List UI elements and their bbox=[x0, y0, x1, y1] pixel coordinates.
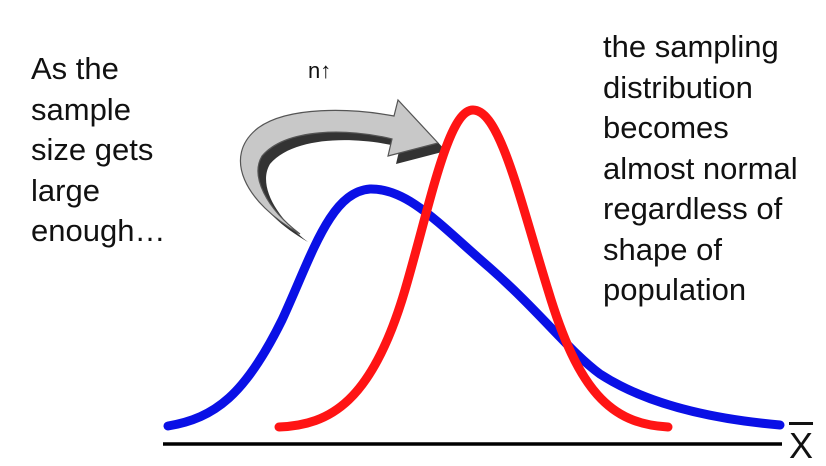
left-caption-line: large bbox=[31, 172, 100, 208]
right-caption-line: population bbox=[603, 272, 747, 307]
right-caption-line: becomes bbox=[603, 110, 729, 145]
x-bar-axis-label: X bbox=[789, 425, 814, 466]
right-caption-line: shape of bbox=[603, 231, 722, 267]
left-caption-line: As the bbox=[31, 51, 119, 86]
right-caption-line: almost normal bbox=[603, 150, 798, 186]
arrow-label: n↑ bbox=[308, 58, 332, 83]
right-caption-line: the sampling bbox=[603, 29, 779, 64]
left-caption-line: sample bbox=[31, 91, 131, 127]
left-caption-line: size gets bbox=[31, 132, 154, 167]
right-caption-line: regardless of bbox=[603, 191, 783, 226]
right-caption-line: distribution bbox=[603, 69, 753, 105]
curved-arrow bbox=[239, 98, 440, 235]
sampling-distribution-curve bbox=[274, 105, 673, 432]
left-caption-line: enough… bbox=[31, 213, 166, 248]
left-caption: As the sample size gets large enough… bbox=[31, 49, 165, 252]
population-distribution-curve bbox=[163, 184, 785, 431]
right-caption: the sampling distribution becomes almost… bbox=[603, 27, 798, 311]
